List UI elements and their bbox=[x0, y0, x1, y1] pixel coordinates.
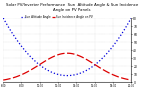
Sun Incidence Angle on PV bbox=[2, 80, 4, 81]
Sun Incidence Angle on PV bbox=[130, 80, 132, 81]
Sun Altitude Angle bbox=[130, 17, 132, 19]
Sun Incidence Angle on PV bbox=[80, 56, 82, 57]
Sun Altitude Angle bbox=[66, 75, 68, 76]
Line: Sun Incidence Angle on PV: Sun Incidence Angle on PV bbox=[3, 53, 131, 80]
Sun Altitude Angle bbox=[69, 75, 71, 76]
Text: Solar PV/Inverter Performance  Sun  Altitude Angle & Sun Incidence Angle on PV P: Solar PV/Inverter Performance Sun Altitu… bbox=[6, 3, 138, 12]
Sun Incidence Angle on PV bbox=[27, 71, 29, 72]
Sun Incidence Angle on PV bbox=[32, 68, 34, 69]
Sun Altitude Angle bbox=[121, 32, 123, 34]
Sun Altitude Angle bbox=[125, 26, 127, 28]
Sun Altitude Angle bbox=[32, 58, 34, 60]
Sun Incidence Angle on PV bbox=[66, 53, 68, 54]
Sun Altitude Angle bbox=[2, 17, 4, 19]
Line: Sun Altitude Angle: Sun Altitude Angle bbox=[3, 18, 131, 76]
Sun Altitude Angle bbox=[27, 53, 29, 54]
Legend: Sun Altitude Angle, Sun Incidence Angle on PV: Sun Altitude Angle, Sun Incidence Angle … bbox=[20, 14, 94, 20]
Sun Incidence Angle on PV bbox=[121, 78, 123, 79]
Sun Incidence Angle on PV bbox=[69, 53, 71, 54]
Sun Incidence Angle on PV bbox=[125, 78, 127, 80]
Sun Altitude Angle bbox=[80, 72, 82, 74]
